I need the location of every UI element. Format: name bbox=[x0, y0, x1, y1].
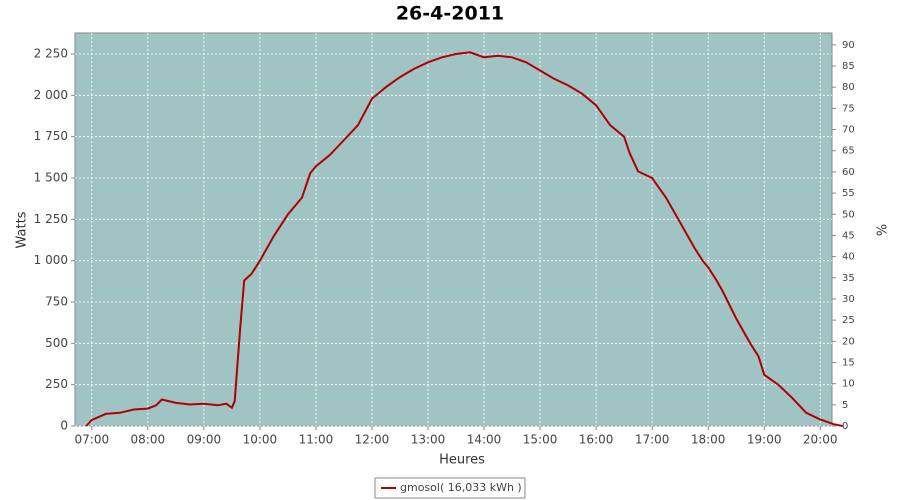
x-tick-label: 16:00 bbox=[579, 433, 614, 447]
y2-tick-label: 45 bbox=[842, 230, 855, 241]
y2-tick-label: 50 bbox=[842, 209, 855, 220]
y2-tick-label: 65 bbox=[842, 146, 855, 157]
x-axis-label: Heures bbox=[439, 453, 485, 468]
y-tick-label: 750 bbox=[45, 294, 68, 308]
y-tick-label: 250 bbox=[45, 377, 68, 391]
y2-tick-label: 10 bbox=[842, 379, 855, 390]
y2-tick-label: 80 bbox=[842, 82, 855, 93]
y-tick-label: 1 500 bbox=[34, 170, 68, 184]
y2-tick-label: 30 bbox=[842, 294, 855, 305]
x-tick-label: 09:00 bbox=[187, 433, 222, 447]
x-tick-label: 17:00 bbox=[635, 433, 670, 447]
chart-title: 26-4-2011 bbox=[396, 3, 504, 25]
y2-tick-label: 5 bbox=[842, 400, 848, 411]
y2-tick-label: 20 bbox=[842, 336, 855, 347]
y-tick-label: 0 bbox=[60, 419, 68, 433]
y2-tick-label: 75 bbox=[842, 103, 855, 114]
y-tick-label: 1 000 bbox=[34, 253, 68, 267]
x-tick-label: 14:00 bbox=[467, 433, 502, 447]
y2-tick-label: 35 bbox=[842, 273, 855, 284]
y-tick-label: 2 000 bbox=[34, 88, 68, 102]
y2-tick-label: 90 bbox=[842, 40, 855, 51]
x-tick-label: 20:00 bbox=[803, 433, 838, 447]
y2-tick-label: 25 bbox=[842, 315, 855, 326]
y2-tick-label: 0 bbox=[842, 421, 848, 432]
x-tick-label: 10:00 bbox=[243, 433, 278, 447]
x-tick-label: 07:00 bbox=[75, 433, 110, 447]
plot-area bbox=[74, 32, 833, 427]
y2-tick-label: 60 bbox=[842, 167, 855, 178]
y2-tick-label: 55 bbox=[842, 188, 855, 199]
x-tick-label: 12:00 bbox=[355, 433, 390, 447]
y-tick-label: 1 250 bbox=[34, 212, 68, 226]
y2-axis-label: % bbox=[873, 224, 888, 236]
y2-tick-label: 70 bbox=[842, 125, 855, 136]
y2-tick-label: 85 bbox=[842, 61, 855, 72]
y-tick-label: 500 bbox=[45, 336, 68, 350]
legend-label: gmosol( 16,033 kWh ) bbox=[400, 481, 522, 494]
y-axis-label: Watts bbox=[15, 211, 30, 248]
x-tick-label: 08:00 bbox=[131, 433, 166, 447]
x-tick-label: 18:00 bbox=[691, 433, 726, 447]
x-tick-label: 13:00 bbox=[411, 433, 446, 447]
x-tick-label: 15:00 bbox=[523, 433, 558, 447]
x-tick-label: 19:00 bbox=[747, 433, 782, 447]
x-tick-label: 11:00 bbox=[299, 433, 334, 447]
y2-tick-label: 40 bbox=[842, 252, 855, 263]
legend-box bbox=[374, 477, 526, 499]
y-tick-label: 2 250 bbox=[34, 46, 68, 60]
y-tick-label: 1 750 bbox=[34, 129, 68, 143]
series-line bbox=[85, 51, 843, 427]
y2-tick-label: 15 bbox=[842, 357, 855, 368]
